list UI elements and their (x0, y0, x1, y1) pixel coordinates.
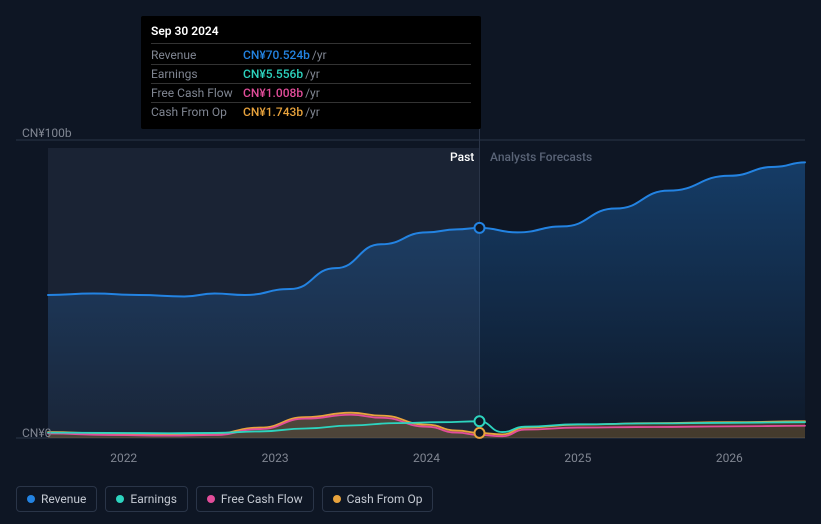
tooltip-row-value: CN¥1.008b (243, 86, 303, 100)
x-axis-labels: 20222023202420252026 (48, 451, 805, 465)
tooltip-row-label: Cash From Op (151, 105, 243, 119)
tooltip-row-label: Revenue (151, 48, 243, 62)
tooltip-row-value: CN¥1.743b (243, 105, 303, 119)
earnings-revenue-chart: Sep 30 2024 RevenueCN¥70.524b /yrEarning… (0, 0, 821, 524)
tooltip-row-label: Free Cash Flow (151, 86, 243, 100)
legend-dot-icon (207, 495, 215, 503)
legend-item-label: Free Cash Flow (221, 492, 303, 506)
tooltip-row-unit: /yr (312, 48, 327, 62)
forecast-label: Analysts Forecasts (490, 150, 592, 164)
series-marker-revenue (474, 223, 484, 233)
tooltip-row: Cash From OpCN¥1.743b /yr (151, 103, 471, 121)
tooltip-row-unit: /yr (305, 105, 320, 119)
x-axis-label: 2025 (502, 451, 653, 465)
y-axis-bottom-label: CN¥0 (22, 426, 51, 440)
legend-dot-icon (333, 495, 341, 503)
legend-item-cash_from_op[interactable]: Cash From Op (322, 486, 434, 512)
x-axis-label: 2026 (654, 451, 805, 465)
tooltip-row-value: CN¥5.556b (243, 67, 303, 81)
legend-item-label: Revenue (41, 492, 86, 506)
tooltip-date: Sep 30 2024 (151, 24, 471, 44)
chart-legend: Revenue Earnings Free Cash Flow Cash From O… (16, 486, 433, 512)
legend-item-earnings[interactable]: Earnings (105, 486, 188, 512)
series-marker-earnings (474, 416, 484, 426)
tooltip-row: RevenueCN¥70.524b /yr (151, 46, 471, 65)
tooltip-row: Free Cash FlowCN¥1.008b /yr (151, 84, 471, 103)
tooltip-row-value: CN¥70.524b (243, 48, 310, 62)
x-axis-label: 2023 (199, 451, 350, 465)
legend-item-label: Cash From Op (347, 492, 423, 506)
legend-item-revenue[interactable]: Revenue (16, 486, 97, 512)
y-axis-top-label: CN¥100b (22, 126, 72, 140)
legend-item-free_cash_flow[interactable]: Free Cash Flow (196, 486, 314, 512)
tooltip-row-unit: /yr (305, 67, 320, 81)
x-axis-label: 2024 (351, 451, 502, 465)
tooltip-row-unit: /yr (305, 86, 320, 100)
series-marker-cash_from_op (474, 428, 484, 438)
legend-dot-icon (27, 495, 35, 503)
past-label: Past (450, 150, 474, 164)
legend-item-label: Earnings (130, 492, 177, 506)
chart-tooltip: Sep 30 2024 RevenueCN¥70.524b /yrEarning… (141, 16, 481, 129)
x-axis-label: 2022 (48, 451, 199, 465)
tooltip-row: EarningsCN¥5.556b /yr (151, 65, 471, 84)
legend-dot-icon (116, 495, 124, 503)
tooltip-row-label: Earnings (151, 67, 243, 81)
